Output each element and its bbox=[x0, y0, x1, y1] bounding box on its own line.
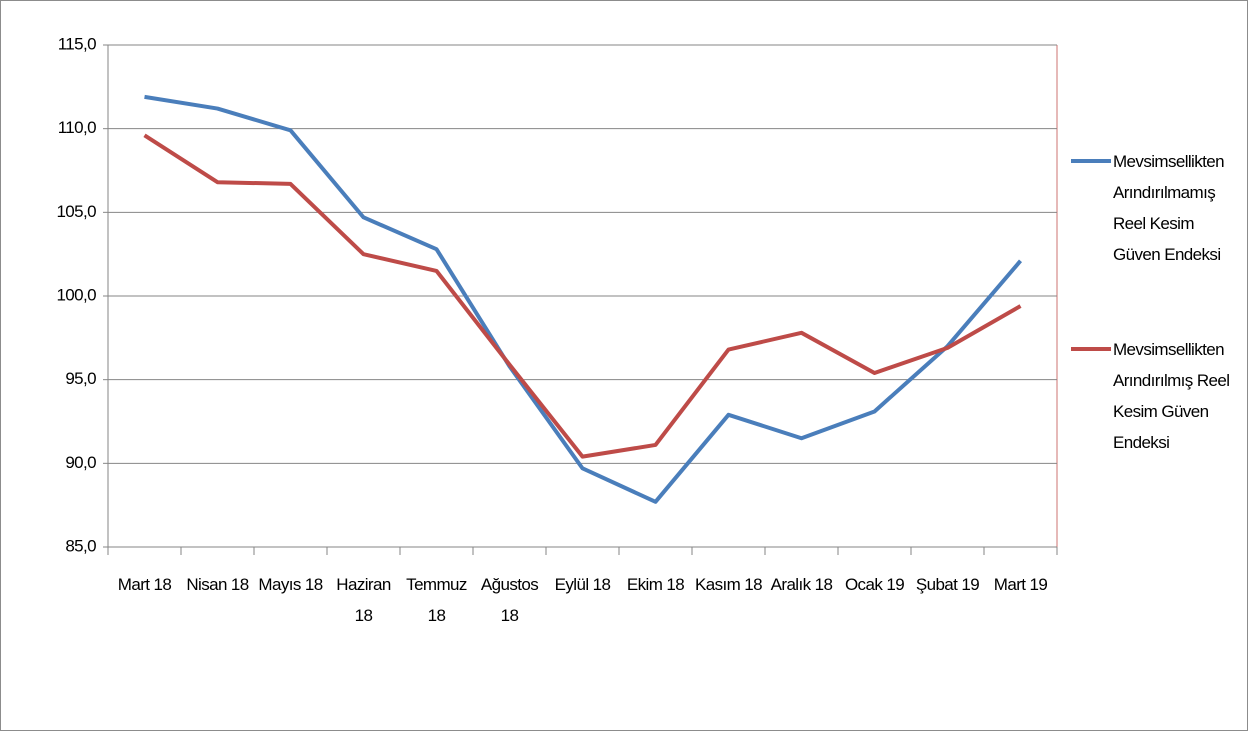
x-tick-label: Eylül 18 bbox=[554, 575, 611, 594]
y-tick-label: 95,0 bbox=[65, 369, 96, 388]
y-tick-label: 85,0 bbox=[65, 536, 96, 555]
x-tick-label: Ekim 18 bbox=[626, 575, 685, 594]
x-tick-label: Ağustos 18 bbox=[480, 575, 539, 625]
series-line bbox=[144, 94, 1023, 504]
y-tick-label: 115,0 bbox=[58, 34, 96, 53]
x-tick-label: Mart 19 bbox=[993, 575, 1048, 594]
series-line bbox=[143, 133, 1022, 459]
x-tick-label: Kasım 18 bbox=[694, 575, 763, 594]
x-tick-label: Nisan 18 bbox=[186, 575, 249, 594]
x-tick-label: Ocak 19 bbox=[844, 575, 905, 594]
legend-label: Mevsimsellikten Arındırılmamış Reel Kesi… bbox=[1113, 152, 1225, 264]
x-tick-label: Mayıs 18 bbox=[258, 575, 323, 594]
y-tick-label: 110,0 bbox=[58, 118, 96, 137]
legend-label: Mevsimsellikten Arındırılmış Reel Kesim … bbox=[1113, 340, 1230, 452]
x-tick-label: Temmuz 18 bbox=[406, 575, 467, 625]
x-tick-label: Mart 18 bbox=[117, 575, 172, 594]
y-tick-label: 100,0 bbox=[56, 285, 96, 304]
x-tick-label: Haziran 18 bbox=[336, 575, 391, 625]
x-tick-label: Aralık 18 bbox=[770, 575, 833, 594]
y-tick-label: 105,0 bbox=[56, 202, 96, 221]
y-tick-label: 90,0 bbox=[65, 453, 96, 472]
x-tick-label: Şubat 19 bbox=[915, 575, 980, 594]
